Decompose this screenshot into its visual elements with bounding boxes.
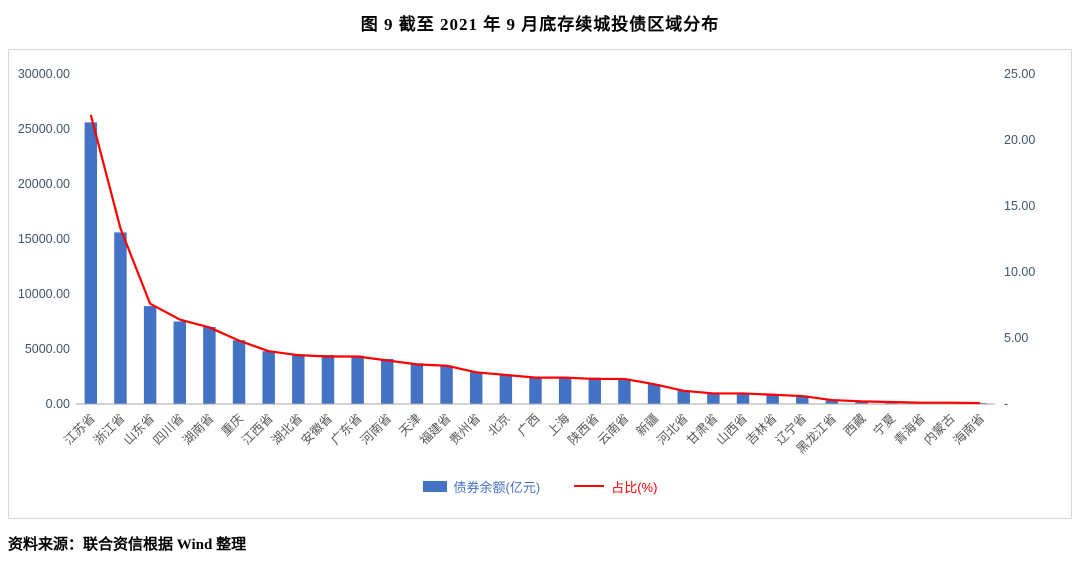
bar xyxy=(173,321,186,404)
bar xyxy=(84,122,98,405)
bar xyxy=(558,377,572,404)
line-series xyxy=(89,114,981,405)
bar xyxy=(203,327,216,404)
bar xyxy=(321,355,335,404)
bar-series-swatch xyxy=(422,480,447,492)
y-axis-left-tick-label: 20000.00 xyxy=(18,177,70,191)
y-axis-left-tick-label: 30000.00 xyxy=(18,67,70,81)
bar xyxy=(232,340,246,404)
y-axis-right-tick-label: - xyxy=(1004,397,1008,411)
bar xyxy=(351,355,364,404)
y-axis-left-tick-label: 0.00 xyxy=(46,397,70,411)
y-axis-right-tick-label: 15.00 xyxy=(1004,199,1035,213)
x-axis-label: 山东省 xyxy=(121,411,157,447)
bar xyxy=(381,358,394,404)
y-axis-left-tick-label: 5000.00 xyxy=(25,342,70,356)
legend-item-bond-balance: 债券余额(亿元) xyxy=(422,477,541,496)
x-axis-label: 福建省 xyxy=(417,411,454,448)
x-axis-label: 青海省 xyxy=(891,411,928,448)
bar xyxy=(825,400,839,404)
bar xyxy=(736,393,750,404)
x-axis-label: 山西省 xyxy=(714,411,750,447)
bar xyxy=(529,376,542,404)
x-axis-label: 江西省 xyxy=(239,411,275,447)
x-axis-label: 湖南省 xyxy=(179,411,216,448)
bar xyxy=(469,372,483,404)
x-axis-label: 北京 xyxy=(485,411,513,439)
x-axis-label: 贵州省 xyxy=(447,411,483,447)
x-axis-label: 四川省 xyxy=(150,411,186,447)
x-axis-label: 河北省 xyxy=(654,411,690,447)
x-axis-label: 甘肃省 xyxy=(684,411,720,447)
y-axis-right-tick-label: 5.00 xyxy=(1004,331,1028,345)
x-axis-label: 吉林省 xyxy=(743,411,779,447)
line-series-swatch xyxy=(574,485,605,487)
x-axis-label: 浙江省 xyxy=(90,411,127,448)
x-axis-label: 广西 xyxy=(515,411,543,439)
chart-title: 图 9 截至 2021 年 9 月底存续城投债区域分布 xyxy=(360,15,720,34)
bar xyxy=(292,354,305,404)
bar xyxy=(262,351,275,404)
chart-legend: 债券余额(亿元) 占比(%) xyxy=(9,469,1071,503)
y-axis-right-tick-label: 20.00 xyxy=(1004,133,1035,147)
bars-group xyxy=(84,122,987,405)
x-axis-label: 内蒙古 xyxy=(921,411,958,448)
legend-item-share: 占比(%) xyxy=(574,477,657,496)
bar xyxy=(499,374,513,404)
bar xyxy=(588,377,602,404)
y-axis-left-tick-label: 15000.00 xyxy=(18,232,70,246)
source-note: 资料来源：联合资信根据 Wind 整理 xyxy=(8,537,247,553)
x-axis-label: 陕西省 xyxy=(565,411,602,448)
x-axis-label: 安徽省 xyxy=(298,411,335,448)
x-axis-label: 湖北省 xyxy=(268,411,305,448)
bar xyxy=(796,395,809,404)
bar xyxy=(766,395,779,404)
combo-chart: 30000.00 25000.00 20000.00 15000.00 10000.00… xyxy=(18,67,1035,456)
x-axis-label: 河南省 xyxy=(357,411,394,448)
figure-page: 图 9 截至 2021 年 9 月底存续城投债区域分布 30000.00 2500… xyxy=(8,15,1072,553)
x-axis-label: 西藏 xyxy=(841,411,869,439)
bar xyxy=(618,378,631,404)
legend-label-share: 占比(%) xyxy=(611,479,658,495)
y-axis-left-labels: 30000.00 25000.00 20000.00 15000.00 10000.00… xyxy=(18,67,70,411)
x-axis-label: 江苏省 xyxy=(61,411,98,448)
bar xyxy=(143,306,157,404)
bar xyxy=(440,365,453,404)
bar xyxy=(677,390,690,404)
bar xyxy=(114,232,127,404)
y-axis-right-tick-label: 25.00 xyxy=(1004,67,1035,81)
bar xyxy=(647,384,661,404)
x-axis-label: 广东省 xyxy=(328,411,364,447)
y-axis-left-tick-label: 10000.00 xyxy=(18,287,70,301)
y-axis-right-labels: 25.00 20.00 15.00 10.00 5.00 - xyxy=(1004,67,1035,411)
x-axis-label: 云南省 xyxy=(594,411,631,448)
y-axis-right-tick-label: 10.00 xyxy=(1004,265,1035,279)
bar xyxy=(707,393,720,404)
y-axis-left-tick-label: 25000.00 xyxy=(18,122,70,136)
chart-container: 30000.00 25000.00 20000.00 15000.00 10000.00… xyxy=(8,49,1072,519)
bar xyxy=(410,363,424,404)
legend-label-bond-balance: 债券余额(亿元) xyxy=(453,479,541,495)
x-axis-label: 海南省 xyxy=(950,411,987,448)
